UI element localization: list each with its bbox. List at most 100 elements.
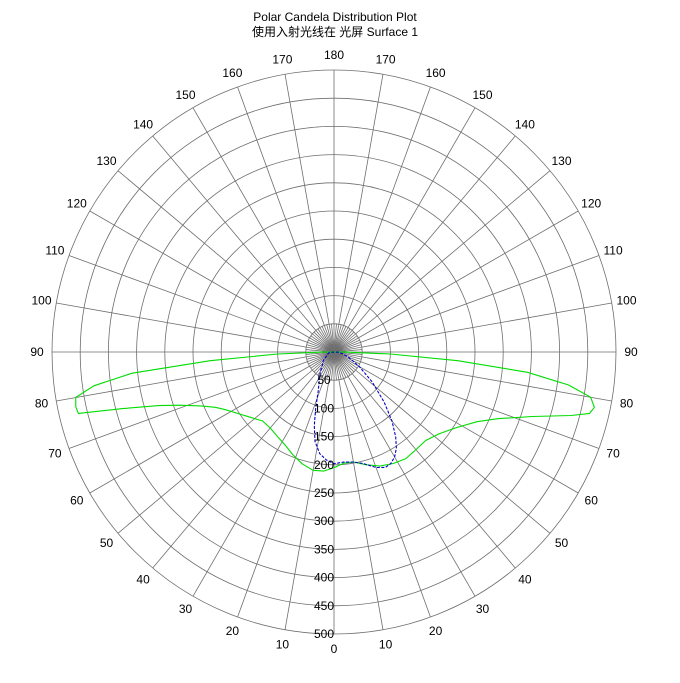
angle-tick-label: 110 [45, 243, 64, 257]
grid-spoke [361, 356, 612, 402]
angle-tick-label: 60 [70, 494, 84, 508]
grid-spoke-minor [308, 351, 335, 365]
grid-spoke-minor [333, 351, 362, 360]
grid-spoke-minor [313, 351, 335, 373]
angle-tick-label: 110 [604, 243, 623, 257]
grid-spoke [68, 255, 308, 343]
grid-spoke [117, 369, 313, 534]
grid-spoke-minor [331, 351, 335, 381]
grid-spoke-minor [333, 339, 360, 353]
grid-spoke-minor [333, 351, 355, 373]
grid-spoke-inner [315, 330, 335, 353]
grid-spoke-minor [333, 351, 358, 369]
grid-spoke-minor [313, 331, 335, 353]
grid-spoke-inner [333, 351, 353, 374]
grid-spoke [237, 378, 325, 618]
grid-spoke [360, 361, 600, 449]
angle-tick-label: 80 [35, 397, 49, 411]
angle-tick-label: 180 [324, 48, 344, 62]
angle-tick-label: 90 [30, 345, 44, 359]
grid-spoke-inner [333, 330, 353, 353]
polar-grid [51, 69, 617, 635]
grid-spoke-minor [333, 344, 362, 353]
radial-tick-label: 400 [314, 571, 334, 585]
angle-tick-label: 120 [67, 197, 87, 211]
radial-tick-label: 350 [314, 542, 334, 556]
grid-spoke-minor [333, 323, 337, 353]
grid-spoke-minor [308, 339, 335, 353]
grid-spoke-inner [312, 333, 335, 353]
angle-tick-label: 150 [472, 88, 492, 102]
grid-spoke-inner [333, 351, 361, 363]
chart-subtitle: 使用入射光线在 光屏 Surface 1 [251, 25, 419, 39]
grid-spoke-inner [315, 351, 335, 374]
grid-spoke [351, 373, 516, 569]
chart-title: Polar Candela Distribution Plot [253, 10, 417, 24]
angle-tick-label: 80 [620, 397, 634, 411]
grid-spoke-inner [333, 351, 356, 371]
angle-tick-label: 130 [96, 154, 116, 168]
grid-spoke-inner [333, 324, 340, 353]
grid-spoke-minor [333, 331, 355, 353]
grid-spoke-inner [333, 351, 359, 367]
grid-spoke-inner [309, 351, 335, 367]
grid-spoke [355, 170, 551, 335]
grid-spoke [347, 107, 476, 328]
angle-tick-label: 50 [100, 536, 114, 550]
angle-tick-label: 160 [222, 66, 242, 80]
grid-spoke [338, 74, 384, 325]
grid-spoke-inner [333, 333, 356, 353]
grid-spoke [152, 373, 317, 569]
grid-spoke-inner [307, 351, 335, 363]
angle-tick-label: 120 [581, 197, 601, 211]
grid-spoke-minor [333, 351, 360, 365]
grid-spoke [89, 365, 310, 494]
grid-spoke-minor [326, 351, 335, 380]
grid-spoke-minor [333, 351, 342, 380]
radial-tick-label: 100 [314, 401, 334, 415]
angle-tick-label: 0 [331, 642, 338, 656]
grid-spoke-minor [333, 324, 342, 353]
angle-tick-label: 10 [379, 638, 393, 652]
angle-tick-label: 40 [518, 573, 532, 587]
radial-tick-label: 50 [317, 373, 331, 387]
angle-tick-label: 170 [376, 53, 396, 67]
grid-spoke-minor [333, 351, 347, 378]
grid-spoke-minor [306, 344, 335, 353]
grid-spoke-inner [333, 351, 349, 377]
grid-spoke [343, 86, 431, 326]
angle-tick-label: 150 [175, 88, 195, 102]
angle-tick-label: 50 [555, 536, 569, 550]
grid-spoke-minor [310, 335, 335, 353]
grid-spoke [192, 376, 321, 597]
grid-spoke-inner [323, 351, 335, 379]
angle-tick-label: 140 [515, 118, 535, 132]
radial-tick-label: 200 [314, 458, 334, 472]
grid-spoke [358, 210, 579, 339]
grid-spoke-inner [307, 341, 335, 353]
grid-spoke [237, 86, 325, 326]
grid-spoke-minor [333, 351, 337, 381]
grid-spoke-inner [333, 341, 361, 353]
grid-spoke [56, 356, 307, 402]
tick-labels: 0 10 10 20 20 30 30 40 40 50 50 60 60 70 70 80 80 90 90 100… [30, 48, 638, 656]
angle-tick-label: 10 [276, 638, 290, 652]
grid-spoke-inner [319, 327, 335, 353]
grid-spoke-inner [333, 351, 345, 379]
grid-spoke [152, 135, 317, 331]
angle-tick-label: 70 [48, 447, 62, 461]
grid-spoke-minor [331, 323, 335, 353]
radial-tick-label: 300 [314, 514, 334, 528]
grid-spoke-minor [306, 351, 335, 360]
radial-tick-label: 500 [314, 627, 334, 641]
angle-tick-label: 130 [551, 154, 571, 168]
grid-spoke-minor [317, 328, 335, 353]
grid-spoke-inner [328, 351, 335, 380]
grid-spoke-inner [333, 351, 340, 380]
grid-spoke-minor [333, 335, 358, 353]
grid-spoke [361, 302, 612, 348]
grid-spoke-minor [333, 351, 351, 376]
grid-spoke [284, 74, 330, 325]
angle-tick-label: 90 [624, 345, 638, 359]
grid-spoke-inner [333, 346, 362, 353]
